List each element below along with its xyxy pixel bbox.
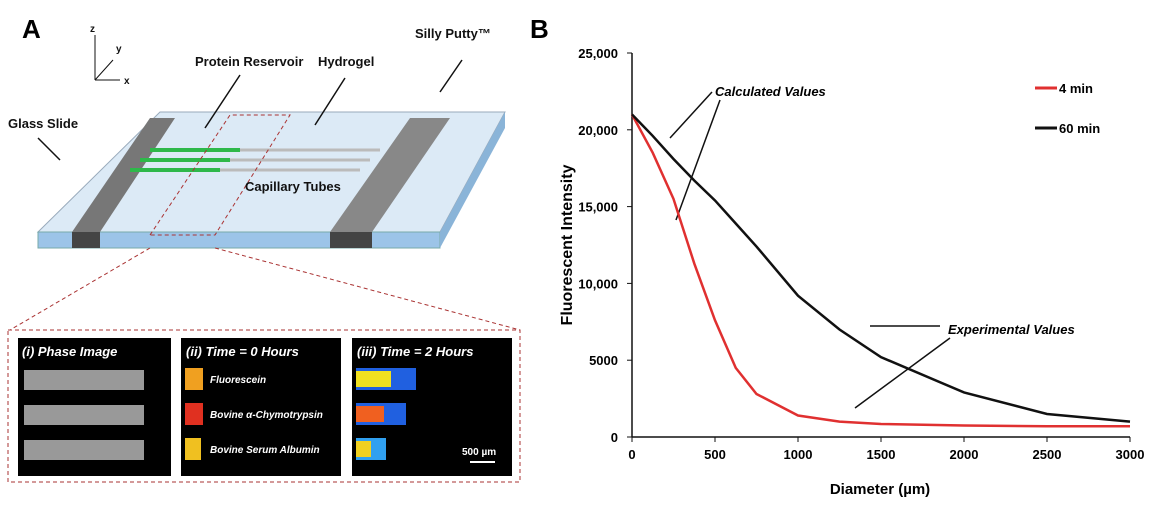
heat-spots [185, 368, 416, 460]
slide [9, 111, 521, 331]
pointer-arrows [37, 59, 463, 161]
annotation: Experimental Values [948, 322, 1075, 337]
panel-label: A [22, 14, 41, 44]
y-tick-label: 25,000 [578, 46, 618, 61]
axis-x: x [124, 76, 130, 87]
label-capillary: Capillary Tubes [245, 179, 341, 194]
x-tick-label: 500 [704, 447, 726, 462]
x-tick-label: 0 [628, 447, 635, 462]
x-tick-label: 2500 [1033, 447, 1062, 462]
x-tick-label: 2000 [950, 447, 979, 462]
annotation: Calculated Values [715, 84, 826, 99]
x-tick-label: 1000 [784, 447, 813, 462]
y-tick-label: 5000 [589, 353, 618, 368]
label-glass-slide: Glass Slide [8, 116, 78, 131]
x-tick-label: 1500 [867, 447, 896, 462]
y-tick-label: 0 [611, 430, 618, 445]
legend-label: 60 min [1059, 121, 1100, 136]
inset-row: Bovine α-Chymotrypsin [210, 410, 323, 421]
inset-title: (ii) Time = 0 Hours [186, 344, 299, 359]
inset-frame [7, 329, 521, 483]
inset-row: Bovine Serum Albumin [210, 445, 320, 456]
label-hydrogel: Hydrogel [318, 54, 374, 69]
x-tick-label: 3000 [1116, 447, 1145, 462]
y-tick-label: 20,000 [578, 123, 618, 138]
axis-glyph [94, 35, 120, 81]
x-axis-label: Diameter (µm) [830, 481, 930, 498]
panel-label: B [530, 14, 549, 44]
scale-label: 500 µm [462, 447, 496, 458]
axis-y: y [116, 44, 122, 55]
data-line [630, 113, 1130, 428]
y-axis-label: Fluorescent Intensity [559, 164, 576, 325]
annotation-arrows [669, 91, 951, 409]
inset-title: (iii) Time = 2 Hours [357, 344, 473, 359]
inset-panel [181, 338, 341, 476]
legend-label: 4 min [1059, 81, 1093, 96]
axis-z: z [90, 24, 95, 35]
phase-tubes [24, 370, 144, 460]
inset-row: Fluorescein [210, 375, 266, 386]
y-tick-label: 15,000 [578, 200, 618, 215]
inset-title: (i) Phase Image [22, 344, 117, 359]
label-protein-reservoir: Protein Reservoir [195, 54, 303, 69]
y-tick-label: 10,000 [578, 276, 618, 291]
label-silly-putty: Silly Putty™ [415, 26, 491, 41]
data-line [631, 113, 1131, 423]
